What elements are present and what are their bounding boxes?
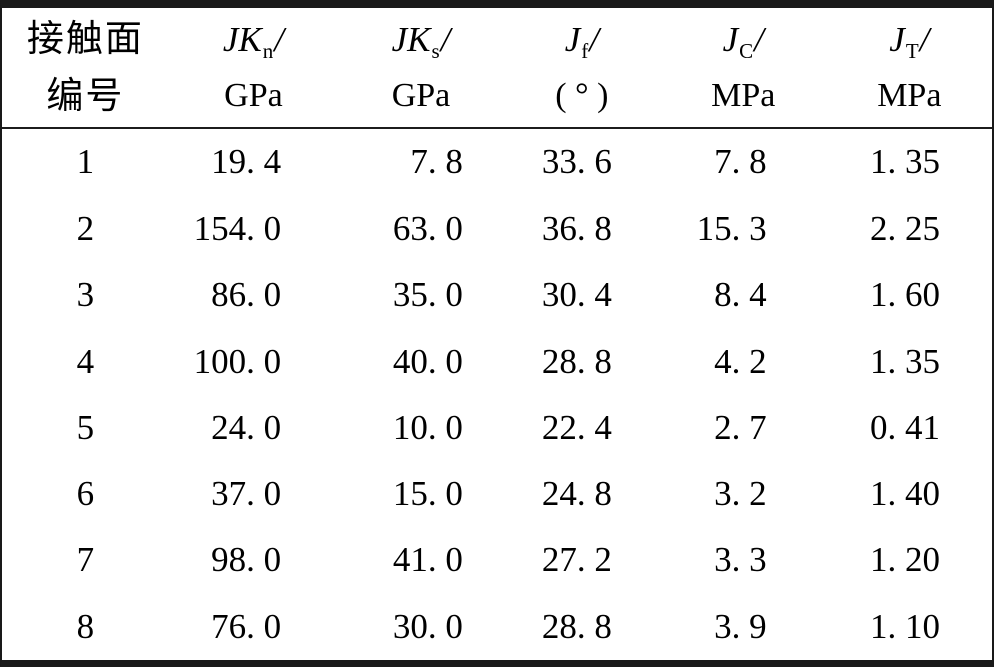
header-symbol-jt: JT/ xyxy=(889,19,930,63)
value-cell: 15. 3 xyxy=(696,209,767,249)
value-cell: 19. 4 xyxy=(211,142,282,182)
header-id-line2: 编号 xyxy=(46,75,125,117)
header-cell-jks: JKs/ GPa xyxy=(338,8,504,129)
header-symbol-jkn: JKn/ xyxy=(222,19,285,63)
table-row: 2 154. 0 63. 0 36. 8 15. 3 2. 25 xyxy=(2,196,992,262)
value-cell: 100. 0 xyxy=(193,341,282,381)
row-id-cell: 5 xyxy=(76,407,95,447)
table-row: 4 100. 0 40. 0 28. 8 4. 2 1. 35 xyxy=(2,329,992,395)
table-row: 8 76. 0 30. 0 28. 8 3. 9 1. 10 xyxy=(2,594,992,660)
table-row: 5 24. 0 10. 0 22. 4 2. 7 0. 41 xyxy=(2,395,992,461)
value-cell: 10. 0 xyxy=(392,407,463,447)
value-cell: 2. 7 xyxy=(714,407,767,447)
row-id-cell: 3 xyxy=(76,275,95,315)
header-cell-jf: Jf/ ( ° ) xyxy=(503,8,660,129)
table-row: 7 98. 0 41. 0 27. 2 3. 3 1. 20 xyxy=(2,527,992,593)
header-cell-jt: JT/ MPa xyxy=(826,8,992,129)
value-cell: 15. 0 xyxy=(392,474,463,514)
table-row: 3 86. 0 35. 0 30. 4 8. 4 1. 60 xyxy=(2,262,992,328)
header-unit-jc: MPa xyxy=(711,76,776,114)
header-cell-id: 接触面 编号 xyxy=(2,8,169,129)
value-cell: 1. 60 xyxy=(870,275,940,315)
value-cell: 35. 0 xyxy=(392,275,463,315)
row-id-cell: 4 xyxy=(76,341,95,381)
row-id-cell: 7 xyxy=(76,540,95,580)
row-id-cell: 2 xyxy=(76,209,95,249)
value-cell: 40. 0 xyxy=(392,341,463,381)
value-cell: 98. 0 xyxy=(211,540,282,580)
value-cell: 30. 4 xyxy=(541,275,612,315)
value-cell: 24. 0 xyxy=(211,407,282,447)
value-cell: 37. 0 xyxy=(211,474,282,514)
value-cell: 33. 6 xyxy=(541,142,612,182)
value-cell: 7. 8 xyxy=(714,142,767,182)
table-row: 6 37. 0 15. 0 24. 8 3. 2 1. 40 xyxy=(2,461,992,527)
value-cell: 28. 8 xyxy=(541,341,612,381)
value-cell: 28. 8 xyxy=(541,606,612,646)
table-header: 接触面 编号 JKn/ GPa JKs/ GPa Jf/ ( ° ) JC/ xyxy=(2,8,992,129)
header-unit-jks: GPa xyxy=(391,76,451,114)
contact-surface-parameters-table: 接触面 编号 JKn/ GPa JKs/ GPa Jf/ ( ° ) JC/ xyxy=(2,8,992,660)
value-cell: 1. 10 xyxy=(870,606,940,646)
value-cell: 1. 35 xyxy=(870,341,940,381)
header-unit-jkn: GPa xyxy=(224,76,283,114)
header-unit-jt: MPa xyxy=(877,76,942,114)
header-symbol-jks: JKs/ xyxy=(391,19,451,63)
value-cell: 36. 8 xyxy=(541,209,612,249)
value-cell: 4. 2 xyxy=(714,341,767,381)
value-cell: 2. 25 xyxy=(870,209,940,249)
header-unit-jf: ( ° ) xyxy=(555,76,609,114)
value-cell: 1. 20 xyxy=(870,540,940,580)
header-id-line1: 接触面 xyxy=(26,18,144,60)
value-cell: 3. 2 xyxy=(714,474,767,514)
value-cell: 3. 3 xyxy=(714,540,767,580)
value-cell: 8. 4 xyxy=(714,275,767,315)
header-cell-jkn: JKn/ GPa xyxy=(168,8,339,129)
header-cell-jc: JC/ MPa xyxy=(659,8,827,129)
value-cell: 30. 0 xyxy=(392,606,463,646)
value-cell: 22. 4 xyxy=(541,407,612,447)
value-cell: 24. 8 xyxy=(541,474,612,514)
value-cell: 76. 0 xyxy=(211,606,282,646)
table-body: 1 19. 4 7. 8 33. 6 7. 8 1. 35 2 154. 0 63. 0 36. … xyxy=(2,128,992,660)
header-symbol-jc: JC/ xyxy=(722,19,764,63)
value-cell: 1. 40 xyxy=(870,474,940,514)
row-id-cell: 6 xyxy=(76,474,95,514)
value-cell: 3. 9 xyxy=(714,606,767,646)
value-cell: 1. 35 xyxy=(870,142,940,182)
value-cell: 86. 0 xyxy=(211,275,282,315)
value-cell: 27. 2 xyxy=(541,540,612,580)
value-cell: 0. 41 xyxy=(870,407,940,447)
header-symbol-jf: Jf/ xyxy=(564,19,599,63)
header-row: 接触面 编号 JKn/ GPa JKs/ GPa Jf/ ( ° ) JC/ xyxy=(2,8,992,129)
table-row: 1 19. 4 7. 8 33. 6 7. 8 1. 35 xyxy=(2,128,992,196)
value-cell: 7. 8 xyxy=(410,142,463,182)
value-cell: 41. 0 xyxy=(392,540,463,580)
value-cell: 154. 0 xyxy=(193,209,282,249)
value-cell: 63. 0 xyxy=(392,209,463,249)
row-id-cell: 8 xyxy=(76,606,95,646)
row-id-cell: 1 xyxy=(76,142,95,182)
